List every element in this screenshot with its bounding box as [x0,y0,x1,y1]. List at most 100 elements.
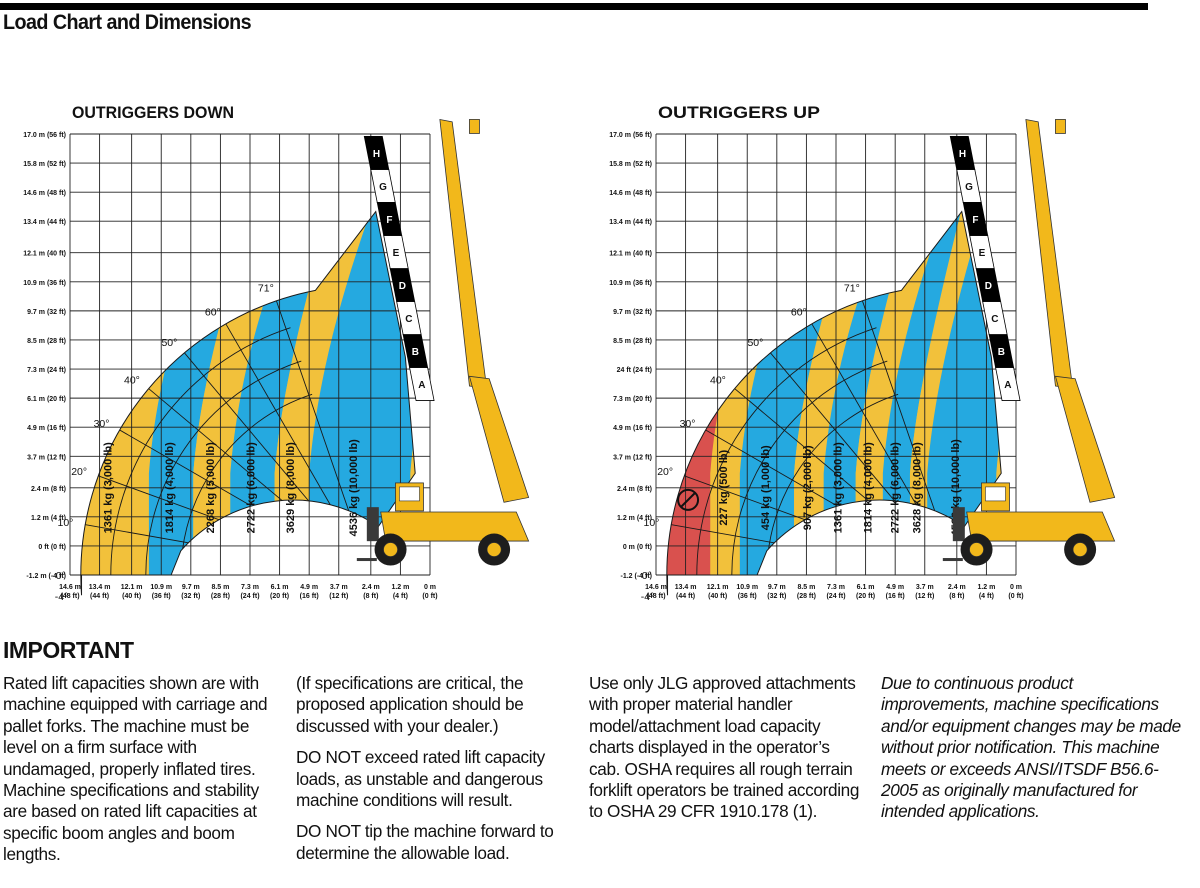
extension-mark-label: F [972,215,978,226]
x-tick-sublabel: (4 ft) [393,593,408,600]
fork-tine [356,558,377,562]
boom-angle-label: 0° [642,570,652,582]
x-tick-sublabel: (12 ft) [915,593,934,600]
load-zone-label: 3628 kg (8,000 lb) [912,442,924,533]
x-tick-label: 0 m [424,584,436,591]
x-tick-sublabel: (48 ft) [60,593,79,600]
extension-mark-label: H [959,149,966,160]
important-text-do-not-exceed: DO NOT exceed rated lift capacity loads,… [296,747,545,811]
extension-mark-label: E [393,248,400,259]
chassis [966,511,1116,542]
boom-angle-label: 40° [710,375,726,387]
x-tick-sublabel: (0 ft) [1008,593,1023,600]
x-tick-sublabel: (20 ft) [856,593,875,600]
x-tick-label: 9.7 m [768,584,786,591]
x-tick-label: 2.4 m [362,584,380,591]
boom-head [469,119,480,134]
extension-mark-label: D [985,281,992,292]
extension-segment [949,136,976,170]
boom-head [1055,119,1066,134]
y-tick-label: 7.3 m (20 ft) [613,396,652,403]
x-tick-label: 8.5 m [797,584,815,591]
x-tick-sublabel: (12 ft) [329,593,348,600]
x-tick-label: 13.4 m [675,584,697,591]
boom-lower [468,375,530,503]
boom-length-arc [696,327,877,594]
y-tick-label: 0 ft (0 ft) [38,544,66,551]
y-tick-label: 10.9 m (36 ft) [23,280,66,287]
important-text-improvements: Due to continuous product improvements, … [881,673,1181,822]
x-tick-label: 1.2 m [977,584,995,591]
extension-mark-label: H [373,149,380,160]
extension-mark-label: C [405,314,412,325]
x-tick-sublabel: (0 ft) [422,593,437,600]
x-tick-label: 12.1 m [707,584,729,591]
x-tick-sublabel: (8 ft) [949,593,964,600]
y-tick-label: 9.7 m (32 ft) [613,309,652,316]
y-tick-label: 13.4 m (44 ft) [23,219,66,226]
x-tick-label: 6.1 m [857,584,875,591]
x-tick-sublabel: (44 ft) [676,593,695,600]
x-tick-sublabel: (28 ft) [797,593,816,600]
boom-angle-label: 10° [57,517,73,529]
boom-length-arc [145,360,302,591]
y-tick-label: 6.1 m (20 ft) [27,396,66,403]
x-tick-label: 4.9 m [300,584,318,591]
boom-angle-label: 60° [205,307,221,319]
x-tick-label: 12.1 m [121,584,143,591]
y-tick-label: 0 m (0 ft) [623,544,652,551]
y-tick-label: 17.0 m (56 ft) [23,132,66,139]
y-tick-label: 12.1 m (40 ft) [609,251,652,258]
important-text-capacities: Rated lift capacities shown are with mac… [3,673,268,865]
x-tick-label: 3.7 m [330,584,348,591]
top-rule [0,3,1148,10]
y-tick-label: 9.7 m (32 ft) [27,309,66,316]
important-col-4: Due to continuous product improvements, … [881,673,1181,833]
load-chart-outriggers-down: OUTRIGGERS DOWN -4° 0° 10° 20° 30° 40° 50° 60° 71… [23,103,530,603]
y-tick-label: 1.2 m (4 ft) [617,515,652,522]
x-tick-sublabel: (40 ft) [708,593,727,600]
x-tick-sublabel: (20 ft) [270,593,289,600]
x-tick-label: 2.4 m [948,584,966,591]
capacity-envelope [80,211,416,580]
no-load-icon [677,488,700,511]
boom-angle-label: 30° [94,418,110,430]
extension-mark-label: D [399,281,406,292]
x-tick-label: 3.7 m [916,584,934,591]
extension-segment [363,136,390,170]
important-text-attachments: Use only JLG approved attachments with p… [589,673,860,822]
extension-mark-label: G [379,182,387,193]
x-tick-label: 10.9 m [150,584,172,591]
boom-upper [1025,118,1074,389]
extension-mark-label: E [979,248,986,259]
x-tick-sublabel: (36 ft) [738,593,757,600]
x-tick-label: 9.7 m [182,584,200,591]
fork-carriage [952,507,965,542]
chassis [380,511,530,542]
x-tick-label: 1.2 m [391,584,409,591]
x-tick-sublabel: (16 ft) [300,593,319,600]
boom-angle-label: 20° [657,466,673,478]
x-tick-label: 8.5 m [211,584,229,591]
load-zone-label: 1361 kg (3,000 lb) [833,442,845,533]
load-zone-label: 2722 kg (6,000 lb) [245,442,257,533]
load-zone-label: 1814 kg (4,000 lb) [862,442,874,533]
boom-angle-label: 71° [258,283,274,295]
chart-grid [69,133,431,576]
x-tick-label: 10.9 m [736,584,758,591]
important-text-dealer: (If specifications are critical, the pro… [296,673,524,736]
fork-tine [942,558,963,562]
load-zone-label: 2268 kg (5,000 lb) [205,442,217,533]
extension-mark-label: B [412,347,419,358]
x-tick-label: 4.9 m [886,584,904,591]
load-zone-label: 3629 kg (8,000 lb) [285,442,297,533]
x-tick-sublabel: (44 ft) [90,593,109,600]
x-tick-label: 7.3 m [241,584,259,591]
y-tick-label: 10.9 m (36 ft) [609,280,652,287]
boom-angle-label: 20° [71,466,87,478]
y-tick-label: 8.5 m (28 ft) [27,338,66,345]
y-tick-label: 4.9 m (16 ft) [613,425,652,432]
x-tick-sublabel: (16 ft) [886,593,905,600]
y-tick-label: 2.4 m (8 ft) [31,486,66,493]
cab-window [399,486,420,502]
